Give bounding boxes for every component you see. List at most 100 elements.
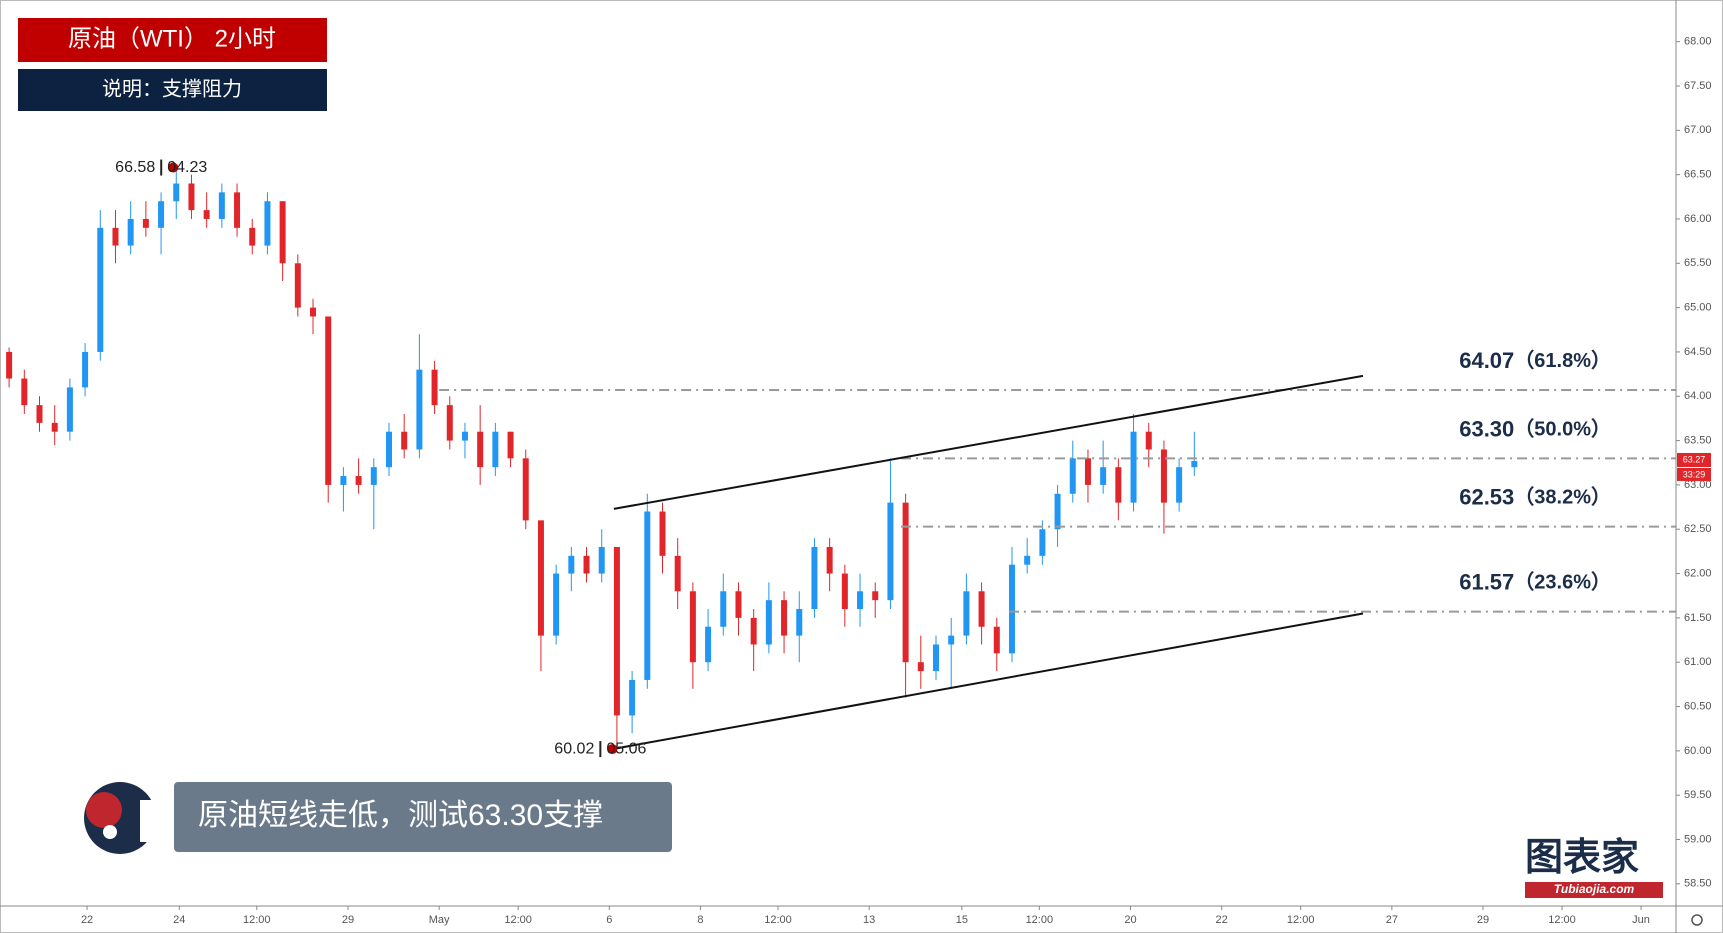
candle-body [203,210,210,219]
candle-body [431,369,438,406]
x-tick-label: 24 [173,914,185,926]
countdown: 33:29 [1683,469,1706,479]
subtitle-box [18,69,327,111]
x-tick-label: 12:00 [243,914,271,926]
y-tick-label: 66.50 [1684,169,1712,181]
channel-line [612,612,1364,751]
fib-level-ratio: （50.0%） [1514,418,1611,441]
candle-body [1115,467,1122,503]
x-tick-label: 12:00 [1548,914,1576,926]
candle-body [6,351,13,379]
candle-body [887,502,894,601]
brand-bar [1525,882,1663,898]
y-tick-label: 63.00 [1684,479,1712,491]
candle-body [127,218,134,246]
candle-body [1100,467,1107,485]
title: 原油（WTI） 2小时 [68,25,276,52]
y-tick-label: 60.00 [1684,745,1712,757]
x-tick-label: 20 [1124,914,1136,926]
candle-body [765,600,772,645]
candle-body [249,227,256,246]
candle-body [613,546,620,716]
candle-body [811,546,818,610]
candle-body [82,351,89,388]
candle-body [781,600,788,636]
candle-body [325,316,332,485]
candle-body [477,431,484,468]
candle-body [629,679,636,716]
channel-line [613,374,1364,510]
candle-body [294,263,301,308]
candle-body [963,591,970,636]
candle-body [720,591,727,627]
y-tick-label: 59.00 [1684,833,1712,845]
y-tick-label: 68.00 [1684,36,1712,48]
candle-body [461,431,468,441]
candle-body [568,555,575,574]
candle-body [1069,458,1076,494]
candle-body [492,431,499,468]
candle-body [218,192,225,219]
fib-level-value: 63.30 [1459,416,1514,441]
candle-body [583,555,590,574]
candle-body [66,387,73,432]
y-tick-label: 63.50 [1684,434,1712,446]
y-tick-label: 67.50 [1684,80,1712,92]
candle-body [370,467,377,485]
candle-body [872,591,879,601]
candle-body [826,546,833,574]
x-tick-label: 13 [863,914,875,926]
extreme-marker [607,744,618,755]
x-tick-label: Jun [1632,914,1650,926]
candle-body [735,591,742,618]
candle-body [689,591,696,663]
x-tick-label: 12:00 [504,914,532,926]
fib-level-ratio: （61.8%） [1514,349,1611,372]
candle-body [522,458,529,521]
candle-body [705,626,712,663]
title-box [18,18,327,62]
candle-body [446,405,453,441]
x-tick-label: 29 [342,914,354,926]
candle-body [234,192,241,228]
last-price: 63.27 [1683,454,1706,464]
fib-level-label: 64.07（61.8%） [1459,348,1611,373]
candle-body [1176,467,1183,503]
y-tick-label: 62.50 [1684,523,1712,535]
y-tick-label: 62.00 [1684,567,1712,579]
candle-body [385,431,392,468]
y-tick-label: 64.00 [1684,390,1712,402]
candle-body [993,626,1000,654]
countdown-tag [1677,467,1711,481]
candle-body [279,201,286,264]
y-tick-label: 61.00 [1684,656,1712,668]
candle-body [1130,431,1137,503]
y-tick-label: 59.50 [1684,789,1712,801]
candle-body [355,476,362,485]
candle-body [902,502,909,663]
brand: 图表家 [1525,837,1639,879]
y-tick-label: 65.00 [1684,302,1712,314]
candle-body [142,218,149,228]
x-tick-label: 6 [606,914,612,926]
brand-url: Tubiaojia.com [1554,882,1635,896]
candle-body [598,546,605,574]
candle-body [173,183,180,202]
candle-body [310,307,317,317]
fib-level-ratio: （23.6%） [1514,571,1611,594]
candle-body [1054,493,1061,530]
candle-body [857,591,864,610]
candle-body [340,476,347,485]
x-tick-label: 12:00 [1026,914,1054,926]
candle-body [36,405,43,423]
settings-icon[interactable] [1691,914,1703,926]
candle-body [933,644,940,672]
candle-body [158,201,165,228]
candle-body [948,635,955,645]
candle-body [1084,458,1091,485]
x-tick-label: 12:00 [764,914,792,926]
caption-box [174,782,672,852]
fib-level-label: 63.30（50.0%） [1459,416,1611,441]
